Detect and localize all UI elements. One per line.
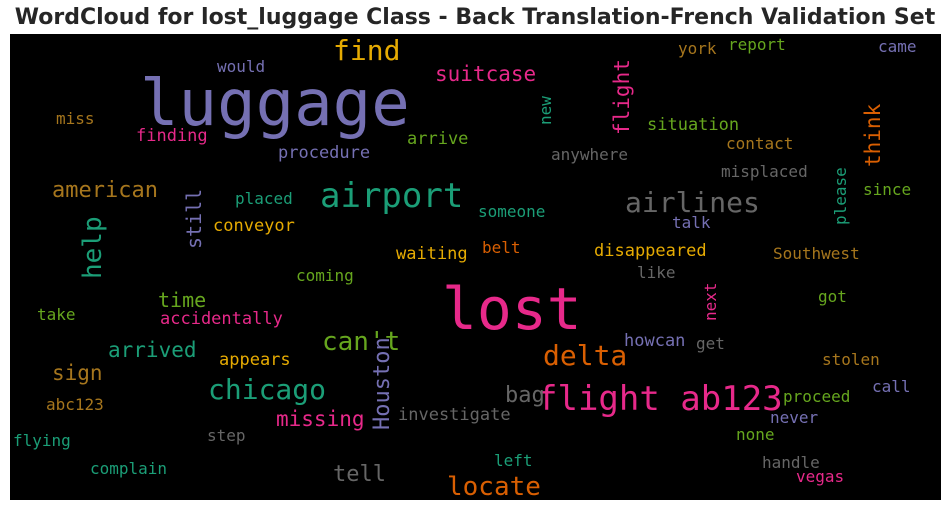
word-stolen: stolen	[822, 350, 880, 369]
word-would: would	[217, 57, 266, 76]
word-handle: handle	[762, 453, 820, 472]
word-luggage: luggage	[140, 67, 410, 141]
word-step: step	[207, 426, 246, 445]
word-situation: situation	[647, 115, 740, 135]
word-finding: finding	[136, 126, 208, 146]
word-placed: placed	[235, 189, 293, 208]
word-howcan: howcan	[624, 331, 686, 351]
word-miss: miss	[56, 109, 95, 128]
word-take: take	[37, 305, 76, 324]
word-proceed: proceed	[783, 387, 851, 406]
word-airlines: airlines	[625, 186, 760, 219]
word-call: call	[872, 377, 911, 396]
word-appears: appears	[219, 350, 291, 370]
word-never: never	[770, 408, 819, 427]
word-contact: contact	[726, 134, 794, 153]
word-flight: flight	[610, 59, 634, 135]
word-vegas: vegas	[796, 467, 845, 486]
word-still: still	[182, 188, 206, 249]
word-help: help	[78, 216, 108, 279]
word-coming: coming	[296, 266, 354, 285]
word-left: left	[494, 451, 533, 470]
word-houston: Houston	[370, 337, 395, 430]
word-york: york	[678, 39, 717, 58]
word-sign: sign	[52, 361, 103, 385]
word-southwest: Southwest	[773, 244, 860, 263]
word-delta: delta	[543, 339, 628, 372]
word-locate: locate	[447, 472, 541, 500]
word-lost: lost	[442, 275, 582, 343]
word-can-t: can't	[322, 327, 401, 357]
word-flying: flying	[13, 431, 71, 450]
word-tell: tell	[333, 462, 386, 487]
word-flight-ab123: flight ab123	[537, 379, 783, 419]
word-abc123: abc123	[46, 395, 104, 414]
word-misplaced: misplaced	[721, 162, 808, 181]
word-since: since	[863, 180, 912, 199]
word-please: please	[831, 167, 850, 225]
word-bag: bag	[505, 383, 545, 408]
word-missing: missing	[276, 407, 365, 431]
word-think: think	[861, 103, 885, 167]
word-american: american	[52, 178, 158, 203]
word-belt: belt	[482, 238, 521, 257]
word-accidentally: accidentally	[160, 309, 283, 329]
chart-title: WordCloud for lost_luggage Class - Back …	[14, 5, 936, 30]
word-chicago: chicago	[208, 373, 327, 406]
word-procedure: procedure	[278, 143, 371, 163]
word-anywhere: anywhere	[551, 145, 629, 164]
word-none: none	[736, 425, 775, 444]
word-disappeared: disappeared	[594, 241, 707, 261]
word-talk: talk	[672, 213, 711, 232]
word-get: get	[696, 334, 725, 353]
word-got: got	[818, 287, 847, 306]
word-cloud: luggage lost flight ab123 airport airlines fi…	[10, 34, 941, 500]
word-arrived: arrived	[108, 338, 197, 362]
word-new: new	[536, 96, 555, 125]
word-conveyor: conveyor	[213, 216, 295, 236]
word-like: like	[637, 263, 676, 282]
word-next: next	[701, 282, 720, 321]
word-report: report	[728, 35, 786, 54]
word-investigate: investigate	[398, 405, 511, 425]
word-someone: someone	[478, 202, 546, 221]
word-time: time	[158, 288, 207, 312]
word-complain: complain	[90, 459, 168, 478]
word-suitcase: suitcase	[435, 62, 537, 86]
word-arrive: arrive	[407, 129, 469, 149]
word-came: came	[878, 37, 917, 56]
word-airport: airport	[320, 176, 464, 216]
word-find: find	[333, 34, 401, 67]
word-waiting: waiting	[396, 244, 468, 264]
